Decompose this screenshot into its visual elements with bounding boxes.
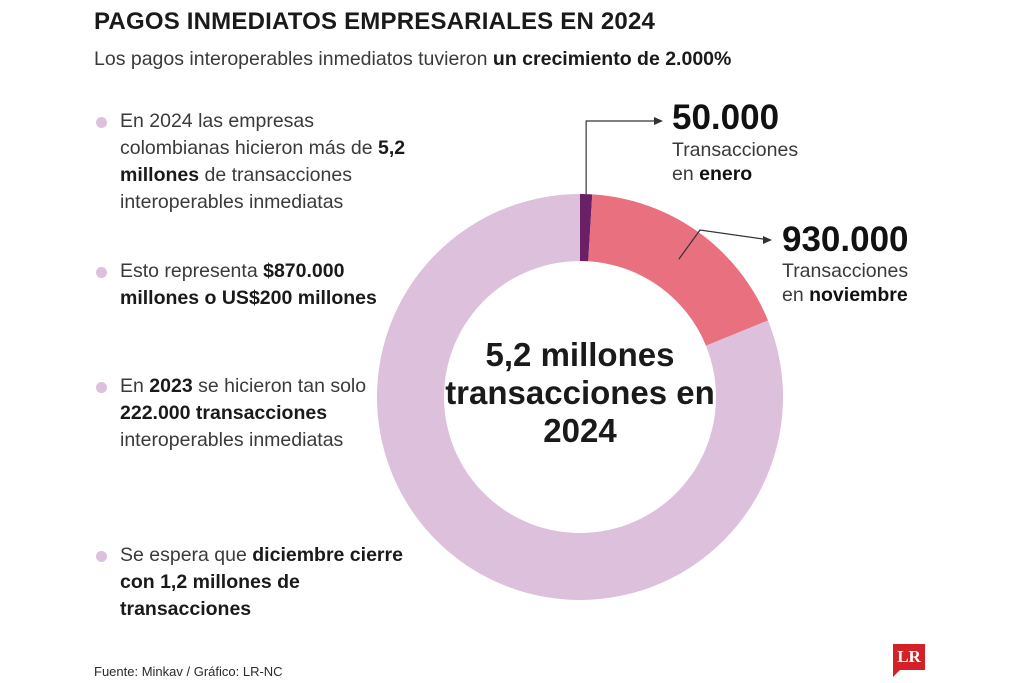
fact-item: Esto representa $870.000 millones o US$2… (94, 258, 424, 312)
chart-title: PAGOS INMEDIATOS EMPRESARIALES EN 2024 (94, 8, 656, 35)
chart-subtitle: Los pagos interoperables inmediatos tuvi… (94, 48, 732, 70)
fact-item: En 2023 se hicieron tan solo 222.000 tra… (94, 373, 424, 454)
callout-value-noviembre: 930.000 (782, 220, 909, 259)
bullet-dot-icon (96, 117, 107, 128)
bullet-dot-icon (96, 551, 107, 562)
donut-center-label: 5,2 millones transacciones en 2024 (445, 336, 715, 449)
callout-label-enero: Transacciones en enero (672, 139, 799, 185)
callout-value-enero: 50.000 (672, 98, 780, 137)
fact-item: Se espera que diciembre cierre con 1,2 m… (94, 542, 424, 623)
lr-logo: LR (893, 644, 925, 677)
donut-slice-resto (376, 194, 783, 600)
fact-item: En 2024 las empresas colombianas hiciero… (94, 108, 424, 216)
callout-label-noviembre: Transacciones en noviembre (782, 260, 909, 306)
leader-line-noviembre-arrow-icon (763, 236, 772, 244)
leader-line-enero-arrow-icon (654, 117, 663, 125)
source-note: Fuente: Minkav / Gráfico: LR-NC (94, 664, 283, 679)
leader-line-enero (585, 120, 661, 195)
bullet-dot-icon (96, 267, 107, 278)
donut-slice-enero (580, 194, 593, 262)
donut-slice-noviembre (588, 194, 769, 346)
bullet-dot-icon (96, 382, 107, 393)
leader-line-noviembre (678, 229, 771, 260)
